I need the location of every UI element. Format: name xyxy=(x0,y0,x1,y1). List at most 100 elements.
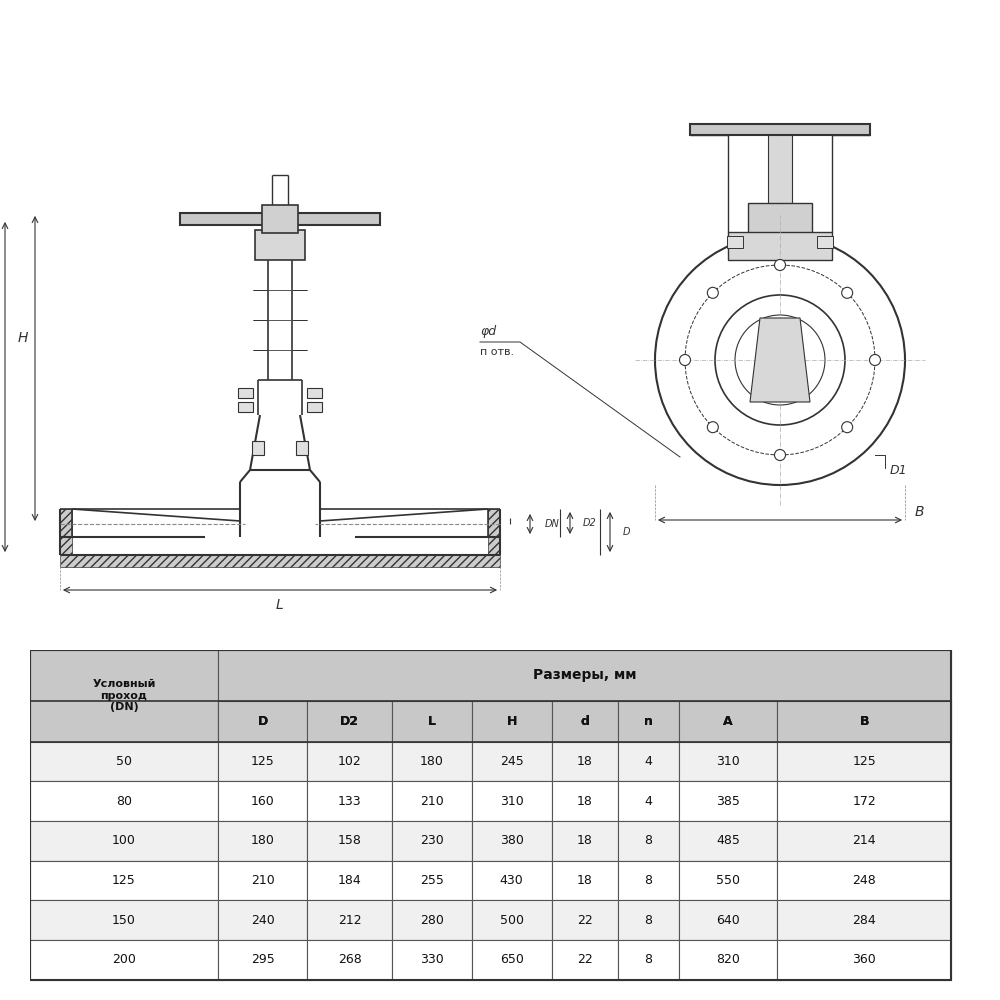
FancyBboxPatch shape xyxy=(30,650,218,742)
Text: 385: 385 xyxy=(716,795,740,808)
Circle shape xyxy=(842,287,853,298)
FancyBboxPatch shape xyxy=(472,821,552,861)
FancyBboxPatch shape xyxy=(618,900,679,940)
FancyBboxPatch shape xyxy=(307,402,322,412)
FancyBboxPatch shape xyxy=(618,701,679,742)
Text: D: D xyxy=(258,715,268,728)
Text: 18: 18 xyxy=(577,874,593,887)
Text: 22: 22 xyxy=(577,914,592,927)
FancyBboxPatch shape xyxy=(472,701,552,742)
FancyBboxPatch shape xyxy=(777,781,951,821)
Text: 550: 550 xyxy=(716,874,740,887)
Circle shape xyxy=(842,422,853,433)
Circle shape xyxy=(870,355,881,365)
Polygon shape xyxy=(768,124,792,235)
FancyBboxPatch shape xyxy=(255,230,305,260)
Text: 210: 210 xyxy=(251,874,275,887)
Text: A: A xyxy=(723,715,733,728)
FancyBboxPatch shape xyxy=(30,742,218,781)
Text: A: A xyxy=(723,715,733,728)
Circle shape xyxy=(707,422,718,433)
Text: L: L xyxy=(428,715,436,728)
FancyBboxPatch shape xyxy=(307,821,392,861)
FancyBboxPatch shape xyxy=(218,742,307,781)
Text: 158: 158 xyxy=(338,834,362,847)
Text: DN: DN xyxy=(545,519,560,529)
Text: 184: 184 xyxy=(338,874,361,887)
Text: 310: 310 xyxy=(716,755,740,768)
Text: 280: 280 xyxy=(420,914,444,927)
Text: D2: D2 xyxy=(583,518,597,528)
FancyBboxPatch shape xyxy=(777,701,951,742)
Text: 485: 485 xyxy=(716,834,740,847)
Text: 330: 330 xyxy=(420,953,444,966)
Text: 8: 8 xyxy=(644,834,652,847)
Text: 150: 150 xyxy=(112,914,136,927)
Text: D: D xyxy=(623,527,631,537)
FancyBboxPatch shape xyxy=(307,701,392,742)
FancyBboxPatch shape xyxy=(307,701,392,742)
Text: 160: 160 xyxy=(251,795,275,808)
Text: 4: 4 xyxy=(644,795,652,808)
FancyBboxPatch shape xyxy=(552,821,618,861)
Circle shape xyxy=(680,355,690,365)
Circle shape xyxy=(774,450,786,460)
Text: 80: 80 xyxy=(116,795,132,808)
Text: 500: 500 xyxy=(500,914,524,927)
Text: d: d xyxy=(580,715,589,728)
Text: 240: 240 xyxy=(251,914,275,927)
Text: 18: 18 xyxy=(577,755,593,768)
Polygon shape xyxy=(60,555,500,567)
Text: 650: 650 xyxy=(500,953,524,966)
FancyBboxPatch shape xyxy=(30,821,218,861)
Text: Условный
проход
(DN): Условный проход (DN) xyxy=(92,679,156,712)
Text: 22: 22 xyxy=(577,953,592,966)
FancyBboxPatch shape xyxy=(307,861,392,900)
FancyBboxPatch shape xyxy=(618,821,679,861)
FancyBboxPatch shape xyxy=(552,701,618,742)
FancyBboxPatch shape xyxy=(218,650,951,701)
FancyBboxPatch shape xyxy=(552,742,618,781)
FancyBboxPatch shape xyxy=(817,236,833,248)
Text: d: d xyxy=(580,715,589,728)
FancyBboxPatch shape xyxy=(679,861,777,900)
Text: 18: 18 xyxy=(577,834,593,847)
Text: 430: 430 xyxy=(500,874,524,887)
Text: 295: 295 xyxy=(251,953,275,966)
Text: 180: 180 xyxy=(251,834,275,847)
Text: п отв.: п отв. xyxy=(480,347,514,357)
FancyBboxPatch shape xyxy=(679,900,777,940)
Text: 284: 284 xyxy=(852,914,876,927)
Text: 230: 230 xyxy=(420,834,444,847)
Text: 248: 248 xyxy=(852,874,876,887)
FancyBboxPatch shape xyxy=(392,900,472,940)
Text: 102: 102 xyxy=(338,755,361,768)
Text: 100: 100 xyxy=(112,834,136,847)
FancyBboxPatch shape xyxy=(690,124,870,135)
Text: 8: 8 xyxy=(644,874,652,887)
Text: 214: 214 xyxy=(852,834,876,847)
FancyBboxPatch shape xyxy=(679,701,777,742)
FancyBboxPatch shape xyxy=(777,821,951,861)
FancyBboxPatch shape xyxy=(392,701,472,742)
Circle shape xyxy=(774,259,786,270)
FancyBboxPatch shape xyxy=(392,821,472,861)
Text: H: H xyxy=(507,715,517,728)
Text: 172: 172 xyxy=(852,795,876,808)
FancyBboxPatch shape xyxy=(777,861,951,900)
Text: 310: 310 xyxy=(500,795,524,808)
FancyBboxPatch shape xyxy=(307,781,392,821)
Polygon shape xyxy=(750,318,810,402)
Text: B: B xyxy=(860,715,869,728)
FancyBboxPatch shape xyxy=(296,440,308,454)
FancyBboxPatch shape xyxy=(252,440,264,454)
Text: 125: 125 xyxy=(251,755,275,768)
Text: 820: 820 xyxy=(716,953,740,966)
FancyBboxPatch shape xyxy=(218,861,307,900)
Text: 255: 255 xyxy=(420,874,444,887)
FancyBboxPatch shape xyxy=(618,742,679,781)
Text: 360: 360 xyxy=(852,953,876,966)
Text: B: B xyxy=(915,505,924,519)
FancyBboxPatch shape xyxy=(30,781,218,821)
FancyBboxPatch shape xyxy=(552,701,618,742)
